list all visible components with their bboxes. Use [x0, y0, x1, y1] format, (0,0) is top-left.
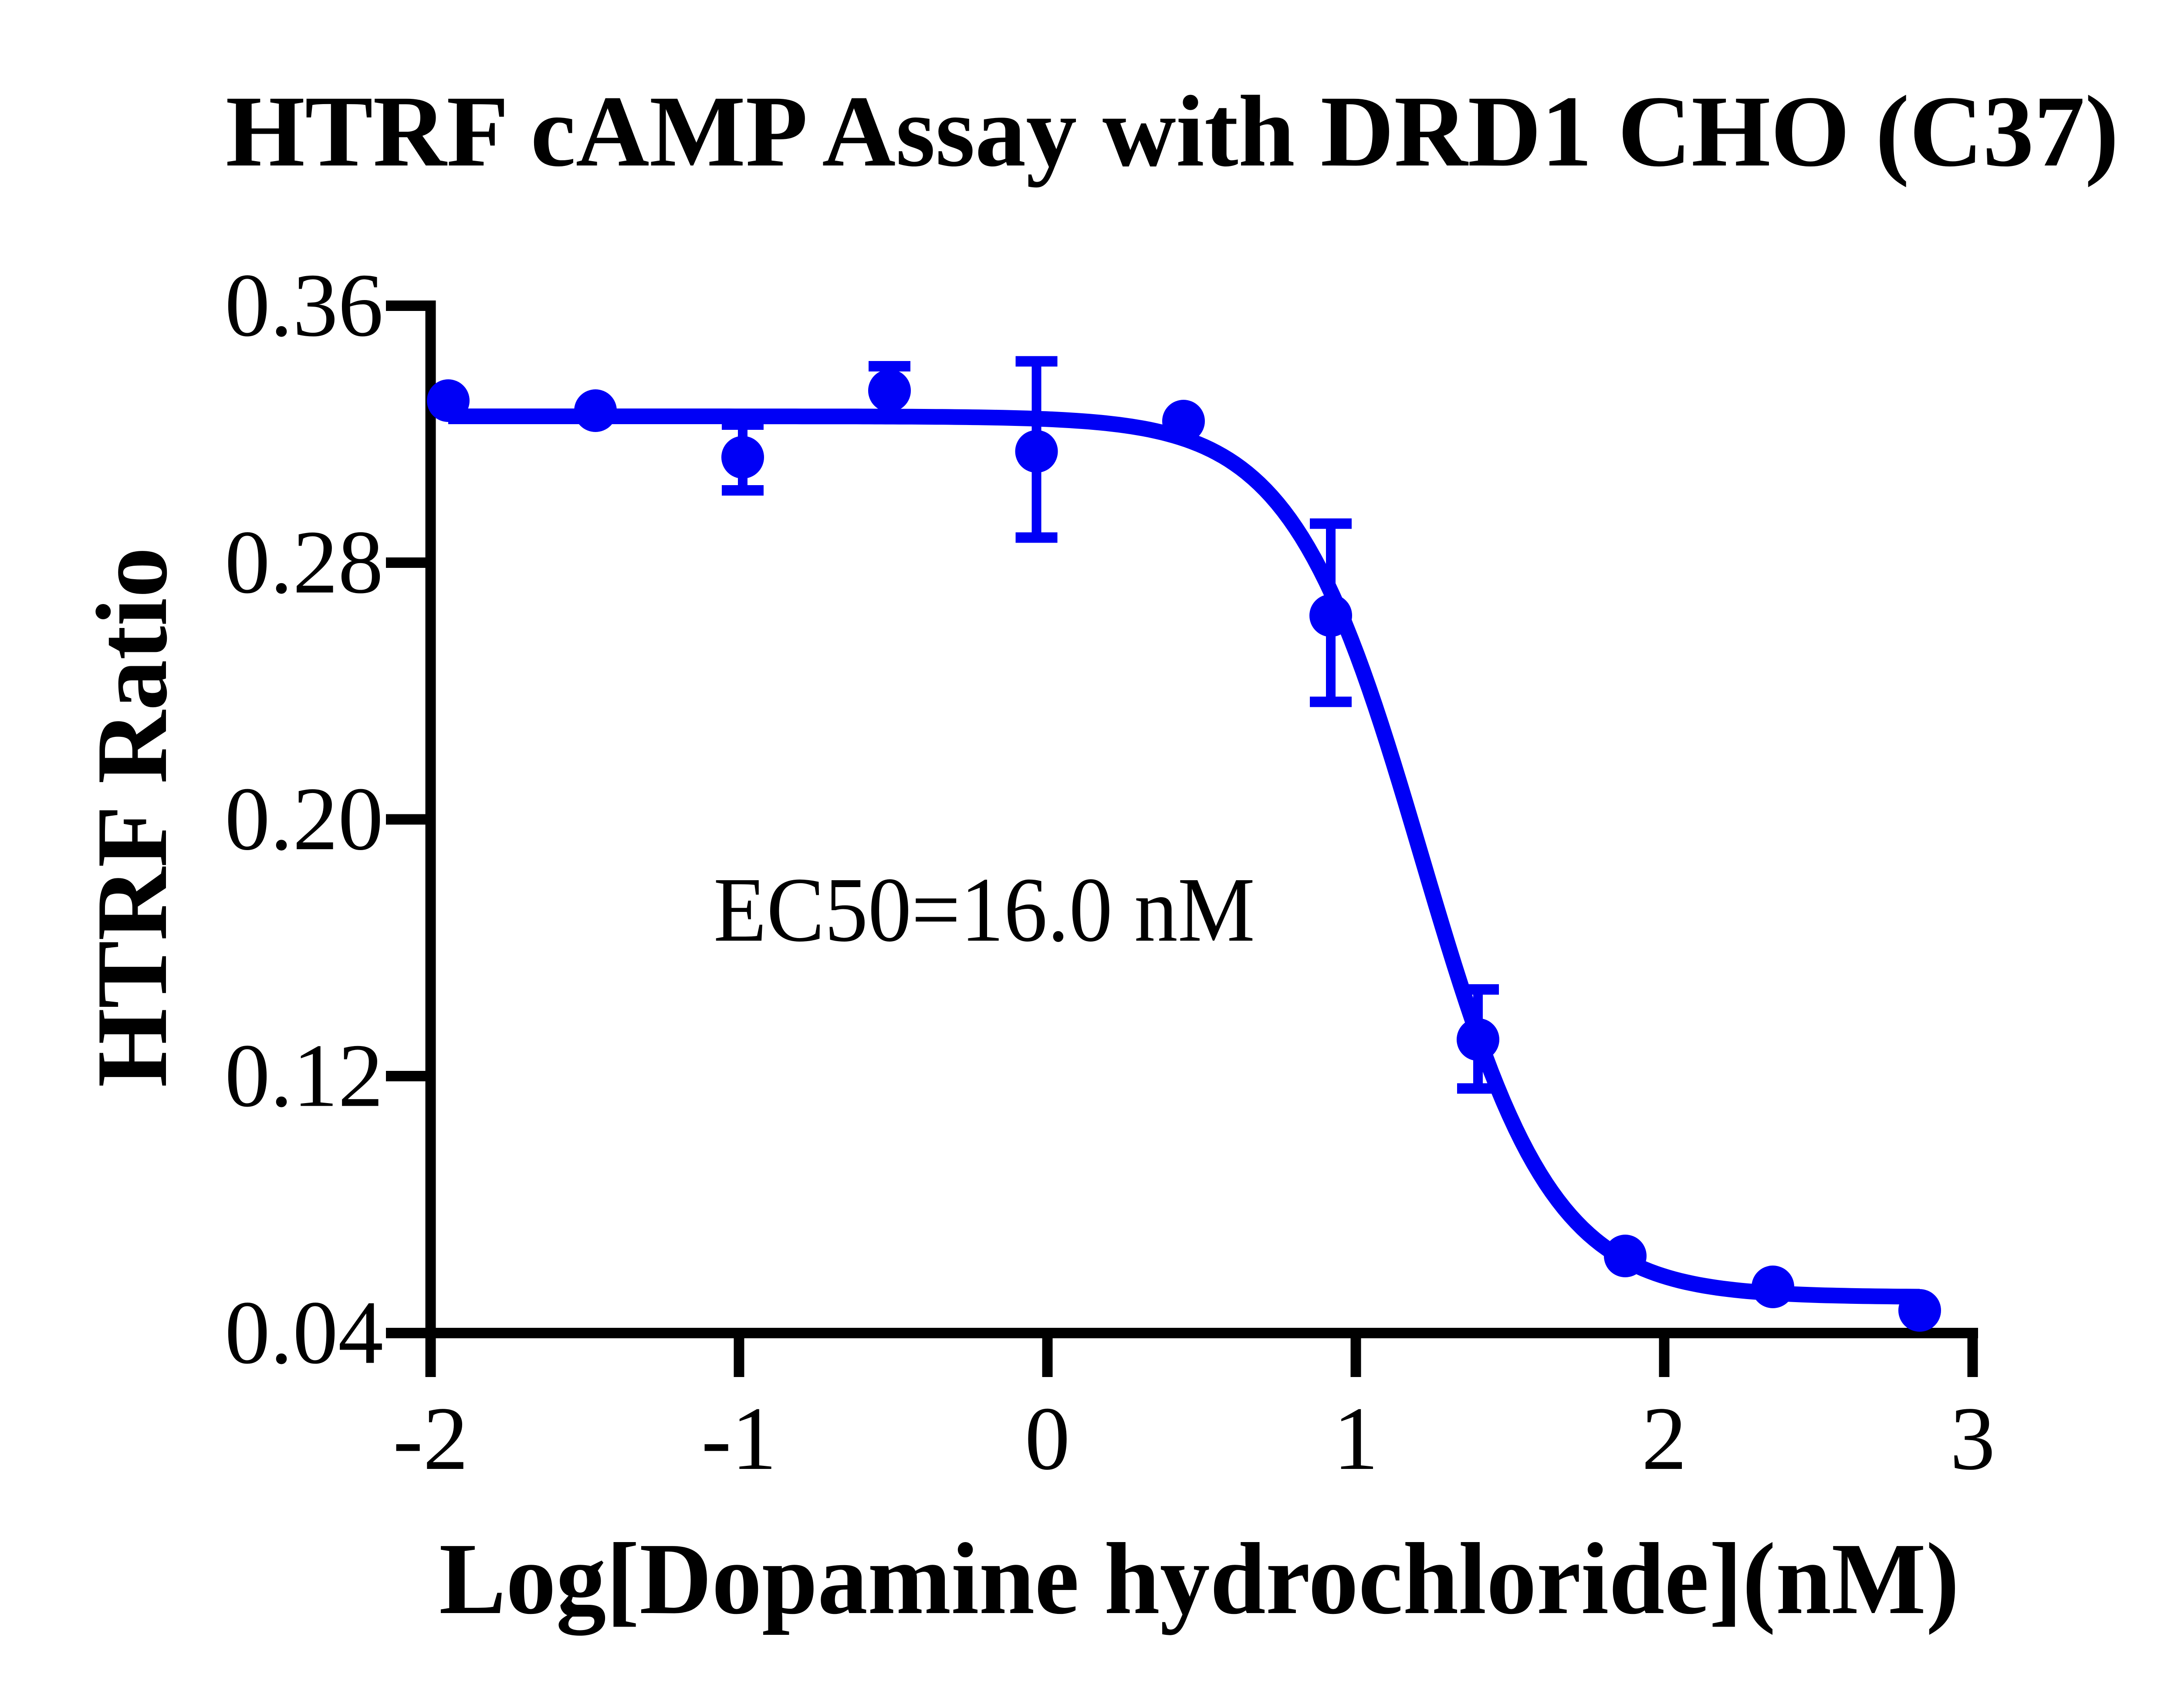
- svg-text:2: 2: [1642, 1388, 1687, 1489]
- svg-text:1: 1: [1333, 1388, 1379, 1489]
- svg-text:HTRF cAMP Assay with DRD1 CHO: HTRF cAMP Assay with DRD1 CHO (C37): [226, 74, 2119, 188]
- svg-text:0.20: 0.20: [225, 769, 383, 869]
- svg-text:HTRF Ratio: HTRF Ratio: [76, 547, 188, 1087]
- svg-text:0: 0: [1025, 1388, 1070, 1489]
- svg-text:EC50=16.0 nM: EC50=16.0 nM: [714, 858, 1255, 961]
- svg-text:0.04: 0.04: [225, 1283, 383, 1383]
- svg-text:0.28: 0.28: [225, 512, 383, 612]
- svg-text:3: 3: [1950, 1388, 1995, 1489]
- svg-text:-2: -2: [393, 1388, 468, 1489]
- svg-text:Log[Dopamine hydrochloride](nM: Log[Dopamine hydrochloride](nM): [439, 1522, 1959, 1636]
- svg-text:0.12: 0.12: [225, 1026, 383, 1126]
- svg-text:-1: -1: [701, 1388, 777, 1489]
- svg-text:0.36: 0.36: [225, 255, 383, 355]
